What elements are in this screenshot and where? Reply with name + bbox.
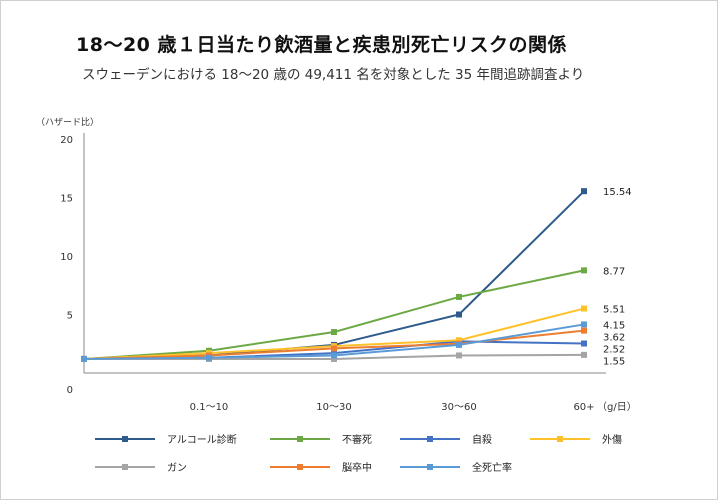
data-point [456, 293, 462, 300]
chart-title: 18〜20 歳１日当たり飲酒量と疾患別死亡リスクの関係 [76, 34, 567, 56]
data-point [581, 351, 587, 358]
data-point [456, 311, 462, 318]
data-point [581, 340, 587, 347]
y-tick-label: 0 [67, 385, 73, 396]
data-point [456, 337, 462, 344]
data-point [581, 188, 587, 195]
end-value-label: 4.15 [603, 320, 625, 331]
data-point [81, 355, 87, 362]
legend-swatch-marker [427, 464, 433, 470]
data-point [581, 321, 587, 328]
y-tick-label: 5 [67, 311, 73, 322]
y-axis-label: （ハザード比） [36, 116, 99, 128]
y-tick-label: 20 [60, 135, 73, 146]
legend-label: 自殺 [472, 433, 492, 446]
data-point [331, 355, 337, 362]
end-value-label: 15.54 [603, 187, 632, 198]
data-point [206, 354, 212, 361]
legend-label: 外傷 [602, 433, 622, 446]
data-point [581, 305, 587, 312]
legend-label: 不審死 [342, 433, 372, 446]
data-point [331, 345, 337, 352]
data-point [456, 352, 462, 359]
end-value-label: 5.51 [603, 305, 625, 316]
legend-swatch-marker [122, 436, 128, 442]
end-value-label: 3.62 [603, 332, 625, 343]
y-tick-label: 15 [60, 194, 73, 205]
end-value-label: 1.55 [603, 356, 625, 367]
legend-swatch-marker [297, 436, 303, 442]
end-value-label: 2.52 [603, 344, 625, 355]
data-point [331, 352, 337, 359]
data-point [456, 341, 462, 348]
data-point [581, 327, 587, 334]
y-tick-label: 10 [60, 252, 73, 263]
data-point [331, 329, 337, 336]
legend-label: 脳卒中 [342, 461, 372, 474]
legend-label: ガン [167, 462, 187, 474]
data-point [581, 267, 587, 274]
legend-swatch-marker [122, 464, 128, 470]
legend-swatch-marker [557, 436, 563, 442]
legend-swatch-marker [297, 464, 303, 470]
legend-label: 全死亡率 [472, 461, 512, 474]
x-tick-label: 10〜30 [316, 402, 351, 413]
x-tick-label: 60+ [573, 402, 594, 413]
legend-label: アルコール診断 [167, 433, 237, 446]
legend-swatch-marker [427, 436, 433, 442]
x-tick-label: 0.1〜10 [190, 402, 229, 413]
x-tick-label: 30〜60 [441, 402, 476, 413]
end-value-label: 8.77 [603, 266, 625, 277]
chart-subtitle: スウェーデンにおける 18〜20 歳の 49,411 名を対象とした 35 年間… [82, 67, 585, 83]
x-axis-unit: （g/日） [597, 401, 637, 413]
